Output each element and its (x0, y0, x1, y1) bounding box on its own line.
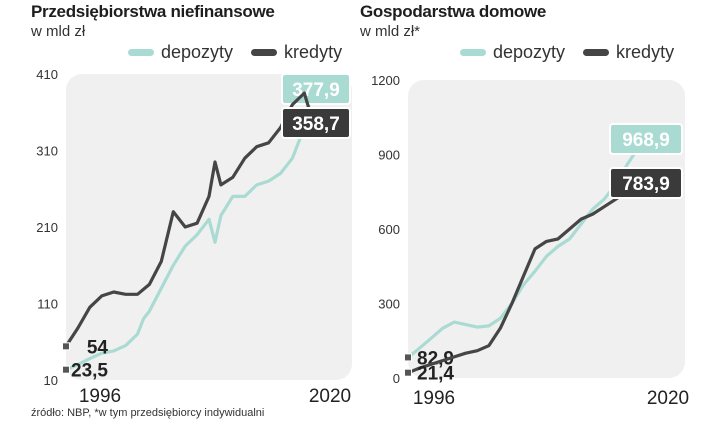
x-tick-label: 1996 (79, 386, 121, 407)
x-tick-label: 1996 (413, 388, 455, 409)
legend-item-kredyty: kredyty (583, 42, 674, 63)
start-value-label: 54 (87, 337, 109, 358)
end-value-label: 358,7 (292, 114, 340, 135)
start-value-label: 21,4 (417, 364, 454, 385)
legend-swatch-depozyty (128, 49, 154, 56)
plot-area (66, 74, 352, 380)
chart-legend: depozyty kredyty (128, 42, 342, 63)
legend-item-depozyty: depozyty (460, 42, 565, 63)
chart-subtitle: w mld zł* (360, 23, 421, 40)
legend-label-kredyty: kredyty (616, 42, 675, 62)
chart-panel-households: Gospodarstwa domowe w mld zł* depozyty k… (360, 0, 720, 410)
end-value-label: 968,9 (622, 130, 670, 151)
end-value-box (281, 107, 351, 139)
series-line-kredyty (406, 181, 647, 375)
legend-swatch-depozyty (460, 49, 486, 56)
y-tick-label: 600 (378, 222, 400, 237)
legend-item-kredyty: kredyty (251, 42, 342, 63)
start-marker-depozyty (62, 365, 70, 374)
y-tick-label: 410 (36, 67, 58, 82)
end-value-label: 783,9 (622, 174, 670, 195)
legend-label-depozyty: depozyty (161, 42, 234, 62)
y-tick-label: 210 (36, 220, 58, 235)
y-tick-label: 0 (393, 371, 400, 386)
x-tick-label: 2020 (309, 386, 351, 407)
y-tick-label: 900 (378, 148, 400, 163)
start-marker-kredyty (404, 368, 412, 377)
series-line-depozyty (64, 96, 312, 372)
legend-item-depozyty: depozyty (128, 42, 233, 63)
y-tick-label: 300 (378, 297, 400, 312)
chart-panel-enterprises: Przedsiębiorstwa niefinansowe w mld zł d… (0, 0, 360, 410)
legend-swatch-kredyty (583, 49, 610, 56)
legend-label-kredyty: kredyty (284, 42, 343, 62)
end-value-box (609, 123, 683, 155)
chart-title: Gospodarstwa domowe (360, 2, 547, 21)
legend-label-depozyty: depozyty (493, 42, 566, 62)
legend-swatch-kredyty (251, 49, 278, 56)
line-chart-households: 0 300 600 900 1200 1996 2020 82,9 968,9 21,4 783,9 (371, 73, 689, 409)
y-tick-label: 10 (44, 373, 58, 388)
start-marker-kredyty (62, 342, 70, 351)
start-marker-depozyty (404, 353, 412, 362)
y-tick-label: 310 (36, 144, 58, 159)
chart-legend: depozyty kredyty (460, 42, 674, 63)
source-note: źródło: NBP, *w tym przedsiębiorcy indyw… (31, 407, 265, 419)
y-tick-label: 110 (37, 297, 58, 312)
chart-subtitle: w mld zł (31, 23, 86, 40)
end-value-box (609, 167, 683, 199)
start-value-label: 23,5 (71, 361, 108, 382)
y-tick-label: 1200 (371, 73, 400, 88)
series-line-kredyty (64, 91, 312, 348)
x-tick-label: 2020 (647, 388, 689, 409)
chart-title: Przedsiębiorstwa niefinansowe (31, 2, 275, 21)
start-value-label: 82,9 (417, 348, 454, 369)
